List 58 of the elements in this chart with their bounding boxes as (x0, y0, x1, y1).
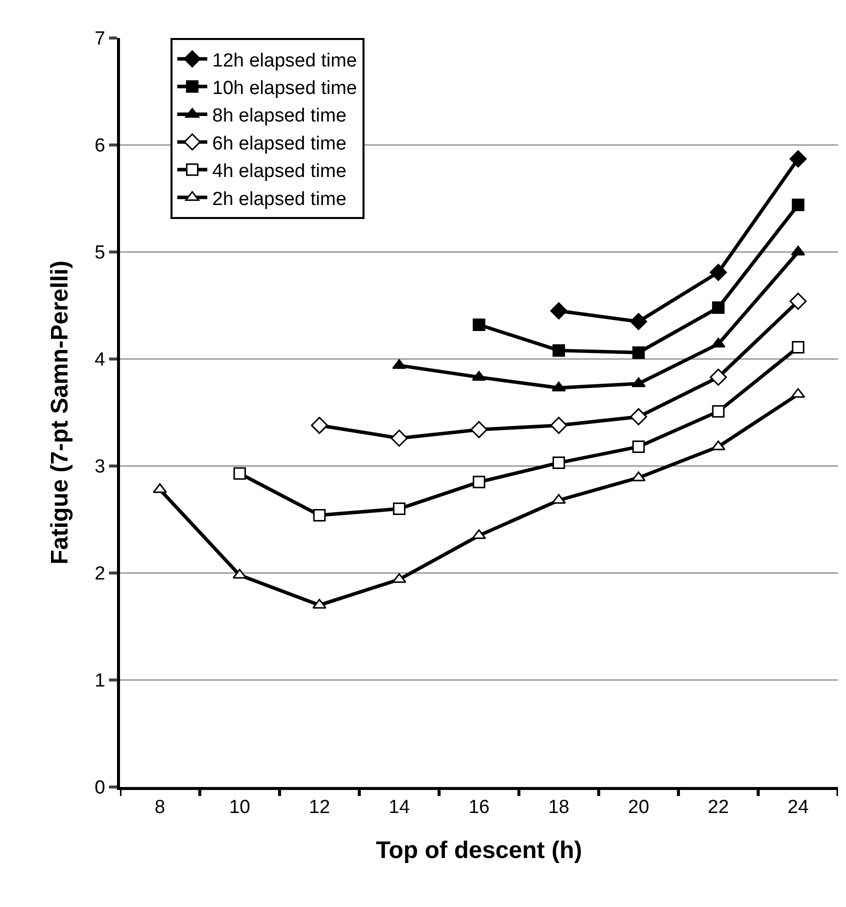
x-tick-label: 22 (708, 796, 729, 818)
x-tick-label: 10 (229, 796, 250, 818)
y-tick-label: 5 (94, 242, 106, 264)
legend-label: 8h elapsed time (212, 106, 346, 127)
x-tick-label: 16 (468, 796, 490, 818)
x-tick-label: 14 (388, 796, 410, 818)
point (632, 440, 645, 453)
point (472, 476, 486, 488)
point (312, 598, 327, 609)
point (390, 430, 408, 447)
point (472, 529, 486, 540)
point (472, 370, 486, 381)
point (472, 318, 486, 332)
point (710, 264, 727, 281)
point (630, 313, 648, 330)
point (631, 377, 646, 388)
point (552, 494, 566, 504)
x-tick-label: 18 (548, 796, 570, 818)
y-axis-title: Fatigue (7-pt Samn-Perelli) (46, 260, 74, 565)
legend-label: 12h elapsed time (212, 50, 357, 72)
x-tick-label: 24 (788, 796, 810, 818)
y-tick-label: 1 (94, 670, 106, 692)
x-tick-label: 12 (308, 796, 330, 818)
point (792, 198, 804, 212)
point (711, 440, 726, 450)
point (712, 405, 725, 418)
y-tick-label: 0 (94, 778, 106, 799)
point (711, 338, 726, 348)
y-tick-label: 3 (94, 456, 106, 478)
y-tick-label: 4 (94, 350, 106, 371)
point (630, 408, 648, 426)
point (632, 346, 645, 359)
point (552, 344, 566, 357)
y-tick-label: 7 (94, 28, 106, 50)
point (550, 416, 568, 434)
legend-label: 4h elapsed time (212, 161, 346, 182)
point (790, 150, 807, 168)
point (712, 301, 725, 314)
x-axis-title: Top of descent (h) (376, 837, 582, 864)
y-tick-label: 2 (94, 564, 106, 585)
point (470, 421, 488, 438)
x-tick-label: 8 (154, 796, 166, 818)
x-tick-label: 20 (628, 796, 650, 818)
point (550, 302, 568, 320)
point (710, 368, 727, 386)
point (552, 456, 566, 470)
point (790, 292, 807, 310)
point (792, 340, 804, 354)
point (152, 483, 167, 494)
legend-label: 10h elapsed time (212, 78, 357, 99)
point (392, 502, 406, 516)
point (233, 467, 246, 480)
y-tick-label: 6 (94, 136, 106, 157)
point (313, 508, 326, 522)
legend-label: 6h elapsed time (212, 133, 346, 154)
legend-label: 2h elapsed time (212, 188, 346, 210)
point (310, 416, 328, 434)
point (232, 568, 247, 579)
